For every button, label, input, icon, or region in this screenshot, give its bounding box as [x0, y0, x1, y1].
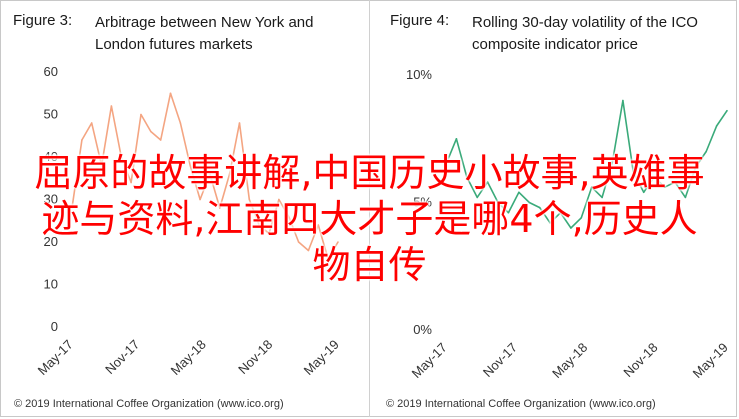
figure-4-data-point — [642, 191, 645, 194]
figure-4-data-point — [476, 196, 479, 199]
figure-4-data-point — [445, 163, 447, 166]
figure-4-data-point — [538, 206, 541, 209]
figure-3-data-point — [268, 232, 270, 235]
figure-3-data-point — [278, 198, 280, 201]
figure-4-title: Rolling 30-day volatility of the ICO com… — [472, 12, 698, 56]
figure-3-data-point — [258, 224, 260, 226]
figure-4-data-point — [611, 160, 614, 163]
figure-4-data-point — [486, 181, 489, 183]
figure-3-data-point — [179, 122, 182, 124]
figure-4-data-point — [601, 196, 603, 199]
figure-4-data-point — [507, 211, 510, 214]
figure-4-data-point — [715, 125, 718, 127]
figure-3-panel: Figure 3: Arbitrage between New York and… — [0, 0, 369, 417]
figure-3-y-tick-label: 0 — [51, 319, 58, 334]
figure-3-title: Arbitrage between New York and London fu… — [95, 12, 313, 56]
figure-3-title-line2: London futures markets — [95, 36, 253, 53]
figure-3-data-point — [209, 173, 211, 175]
figure-3-data-point — [159, 139, 162, 141]
figure-3-data-point — [248, 198, 251, 201]
figure-3-x-tick-label: Nov-17 — [102, 337, 142, 377]
figure-3-data-point — [81, 139, 83, 141]
figure-4-data-point — [570, 227, 572, 229]
figure-3-x-tick-label: May-17 — [35, 337, 76, 378]
figure-3-data-point — [218, 207, 221, 209]
figure-3-y-tick-label: 50 — [44, 107, 58, 122]
figure-3-data-point — [287, 215, 290, 218]
figure-4-data-point — [622, 99, 624, 102]
figure-4-y-tick-label: 10% — [406, 67, 432, 82]
figure-4-x-tick-label: May-19 — [690, 340, 731, 381]
figure-4-title-line2: composite indicator price — [472, 36, 638, 53]
figure-4-data-point — [559, 211, 562, 214]
figure-3-series-line — [71, 92, 339, 260]
figure-3-y-tick-label: 10 — [44, 277, 58, 292]
figure-4-title-line1: Rolling 30-day volatility of the ICO — [472, 14, 698, 31]
figure-4-data-point — [518, 191, 520, 194]
figure-4-data-point — [726, 109, 728, 112]
figure-3-data-point — [189, 164, 192, 167]
figure-3-y-tick-label: 60 — [44, 64, 58, 79]
figure-3-data-point — [140, 113, 142, 116]
figure-3-data-point — [317, 224, 320, 226]
figure-3-data-point — [90, 122, 93, 124]
figure-3-data-point — [71, 207, 73, 209]
figure-4-label: Figure 4: — [390, 12, 450, 29]
figure-3-x-tick-label: May-19 — [301, 337, 342, 378]
figure-3-x-tick-label: Nov-18 — [235, 337, 275, 377]
figure-3-source: © 2019 International Coffee Organization… — [14, 398, 284, 410]
figure-4-data-point — [674, 181, 676, 183]
figure-4-chart: 0% 5% 10% May-17 Nov-17 May-18 Nov-18 May-19 — [406, 67, 731, 381]
figure-3-x-tick-label: May-18 — [168, 337, 209, 378]
figure-3-data-point — [327, 258, 329, 260]
figure-3-data-point — [169, 92, 172, 95]
figure-3-chart: 0 10 20 30 40 50 60 May-17 Nov-17 May-18 Nov-18 May… — [35, 64, 342, 378]
figure-4-panel: Figure 4: Rolling 30-day volatility of t… — [370, 0, 739, 417]
figure-3-data-point — [297, 241, 300, 243]
figure-4-data-point — [694, 166, 697, 168]
figure-3-data-point — [100, 164, 103, 167]
figure-4-data-point — [590, 186, 593, 188]
figure-4-data-point — [653, 176, 655, 178]
figure-3-y-tick-label: 20 — [44, 234, 58, 249]
figure-4-data-point — [580, 217, 583, 219]
figure-4-y-tick-label: 0% — [413, 322, 432, 337]
figure-3-label: Figure 3: — [13, 12, 73, 29]
figure-4-data-point — [632, 171, 635, 173]
figure-4-x-tick-label: Nov-17 — [480, 340, 520, 380]
figure-4-source: © 2019 International Coffee Organization… — [386, 398, 656, 410]
figure-4-data-point — [466, 176, 468, 178]
figure-4-data-point — [684, 196, 687, 199]
figure-4-data-point — [663, 186, 666, 188]
figure-3-data-point — [130, 181, 132, 184]
figure-4-data-point — [549, 222, 551, 224]
figure-4-x-tick-label: May-17 — [409, 340, 450, 381]
figure-3-title-line1: Arbitrage between New York and — [95, 14, 314, 31]
figure-4-data-point — [497, 201, 499, 204]
figure-3-data-point — [238, 122, 241, 124]
figure-3-data-point — [110, 105, 113, 107]
figure-4-data-point — [705, 150, 707, 153]
figure-3-data-point — [120, 156, 123, 158]
figure-3-data-point — [150, 130, 152, 133]
figure-3-data-point — [228, 173, 231, 175]
figure-4-x-tick-label: Nov-18 — [620, 340, 660, 380]
figure-3-data-point — [307, 249, 310, 252]
figure-4-series-line — [445, 99, 728, 229]
panel-divider — [369, 0, 370, 417]
figure-4-x-tick-label: May-18 — [549, 340, 590, 381]
figure-4-data-point — [528, 201, 531, 204]
figure-3-y-tick-label: 40 — [44, 149, 58, 164]
figure-4-y-tick-label: 5% — [413, 195, 432, 210]
figure-3-data-point — [337, 241, 339, 243]
figure-3-data-point — [199, 198, 201, 201]
figure-4-data-point — [455, 137, 458, 140]
figure-3-y-tick-label: 30 — [44, 192, 58, 207]
